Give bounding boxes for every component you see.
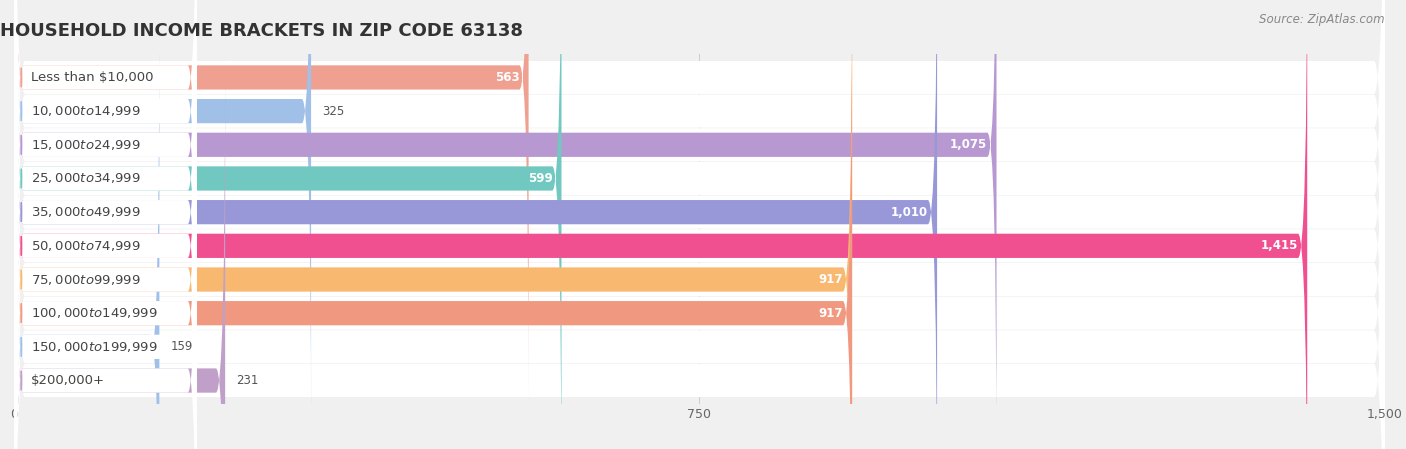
- Text: $25,000 to $34,999: $25,000 to $34,999: [31, 172, 141, 185]
- Text: Source: ZipAtlas.com: Source: ZipAtlas.com: [1260, 13, 1385, 26]
- Text: 231: 231: [236, 374, 259, 387]
- Text: 563: 563: [495, 71, 519, 84]
- FancyBboxPatch shape: [14, 0, 1385, 449]
- FancyBboxPatch shape: [14, 0, 197, 402]
- FancyBboxPatch shape: [14, 0, 1308, 449]
- Text: $35,000 to $49,999: $35,000 to $49,999: [31, 205, 141, 219]
- Text: $50,000 to $74,999: $50,000 to $74,999: [31, 239, 141, 253]
- FancyBboxPatch shape: [14, 56, 225, 449]
- FancyBboxPatch shape: [14, 22, 159, 449]
- Text: Less than $10,000: Less than $10,000: [31, 71, 153, 84]
- FancyBboxPatch shape: [14, 0, 1385, 449]
- Text: 1,075: 1,075: [950, 138, 987, 151]
- FancyBboxPatch shape: [14, 0, 197, 449]
- FancyBboxPatch shape: [14, 0, 529, 402]
- FancyBboxPatch shape: [14, 0, 938, 449]
- FancyBboxPatch shape: [14, 0, 197, 449]
- FancyBboxPatch shape: [14, 0, 1385, 449]
- Text: $10,000 to $14,999: $10,000 to $14,999: [31, 104, 141, 118]
- FancyBboxPatch shape: [14, 0, 1385, 449]
- Text: 1,010: 1,010: [891, 206, 928, 219]
- Text: 1,415: 1,415: [1261, 239, 1298, 252]
- Text: 159: 159: [170, 340, 193, 353]
- FancyBboxPatch shape: [14, 56, 197, 449]
- Text: $100,000 to $149,999: $100,000 to $149,999: [31, 306, 157, 320]
- FancyBboxPatch shape: [14, 0, 852, 449]
- FancyBboxPatch shape: [14, 0, 1385, 449]
- Text: $75,000 to $99,999: $75,000 to $99,999: [31, 273, 141, 286]
- Text: 917: 917: [818, 273, 844, 286]
- FancyBboxPatch shape: [14, 0, 197, 449]
- FancyBboxPatch shape: [14, 0, 197, 449]
- FancyBboxPatch shape: [14, 0, 1385, 449]
- FancyBboxPatch shape: [14, 0, 561, 449]
- FancyBboxPatch shape: [14, 22, 197, 449]
- FancyBboxPatch shape: [14, 0, 1385, 449]
- Text: 599: 599: [527, 172, 553, 185]
- FancyBboxPatch shape: [14, 0, 197, 436]
- FancyBboxPatch shape: [14, 0, 311, 436]
- Text: $15,000 to $24,999: $15,000 to $24,999: [31, 138, 141, 152]
- Text: 325: 325: [322, 105, 344, 118]
- FancyBboxPatch shape: [14, 0, 852, 449]
- FancyBboxPatch shape: [14, 0, 1385, 449]
- FancyBboxPatch shape: [14, 0, 1385, 449]
- Text: $150,000 to $199,999: $150,000 to $199,999: [31, 340, 157, 354]
- FancyBboxPatch shape: [14, 0, 1385, 449]
- Text: $200,000+: $200,000+: [31, 374, 104, 387]
- Text: 917: 917: [818, 307, 844, 320]
- FancyBboxPatch shape: [14, 0, 197, 449]
- FancyBboxPatch shape: [14, 0, 997, 449]
- Text: HOUSEHOLD INCOME BRACKETS IN ZIP CODE 63138: HOUSEHOLD INCOME BRACKETS IN ZIP CODE 63…: [0, 22, 523, 40]
- FancyBboxPatch shape: [14, 0, 197, 449]
